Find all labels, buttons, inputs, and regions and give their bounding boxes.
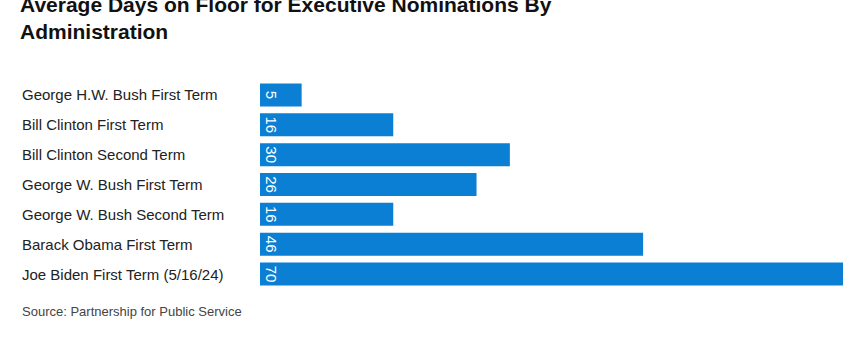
svg-text:Bill Clinton Second Term: Bill Clinton Second Term xyxy=(22,146,185,163)
svg-text:5: 5 xyxy=(263,91,280,99)
svg-text:Joe Biden First Term (5/16/24): Joe Biden First Term (5/16/24) xyxy=(22,266,223,283)
svg-text:70: 70 xyxy=(263,266,280,283)
svg-text:Bill Clinton First Term: Bill Clinton First Term xyxy=(22,116,163,133)
svg-text:16: 16 xyxy=(263,116,280,133)
svg-text:26: 26 xyxy=(263,176,280,193)
svg-text:46: 46 xyxy=(263,236,280,253)
svg-text:Barack Obama First Term: Barack Obama First Term xyxy=(22,236,193,253)
svg-text:30: 30 xyxy=(263,146,280,163)
svg-text:16: 16 xyxy=(263,206,280,223)
svg-text:George W. Bush First Term: George W. Bush First Term xyxy=(22,176,203,193)
svg-text:George H.W. Bush First Term: George H.W. Bush First Term xyxy=(22,86,218,103)
svg-text:Average Days on Floor for Exec: Average Days on Floor for Executive Nomi… xyxy=(20,0,552,43)
svg-text:George W. Bush Second Term: George W. Bush Second Term xyxy=(22,206,224,223)
svg-text:Source: Partnership for Public: Source: Partnership for Public Service xyxy=(22,304,242,319)
